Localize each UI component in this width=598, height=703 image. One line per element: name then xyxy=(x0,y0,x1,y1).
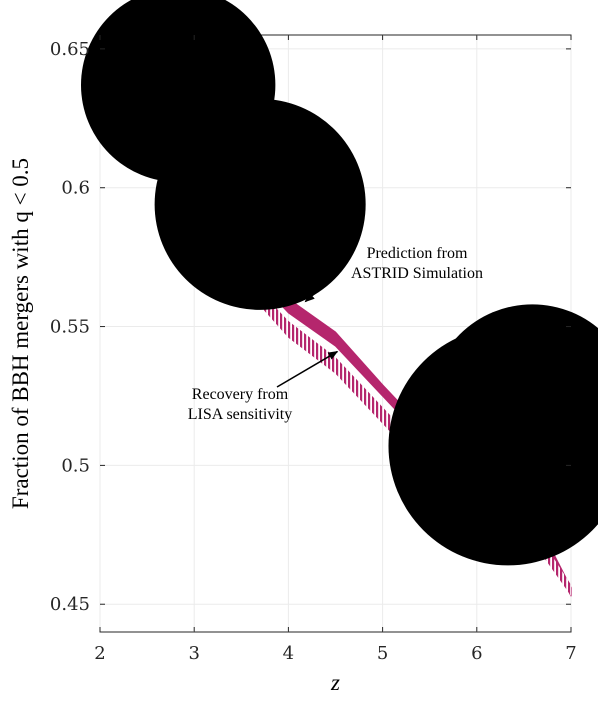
x-tick-label: 5 xyxy=(377,643,388,664)
annotation-recovery: Recovery from LISA sensitivity xyxy=(188,386,292,423)
x-tick-label: 4 xyxy=(283,643,294,664)
tick-labels: 2 3 4 5 6 7 0.45 0.5 0.55 0.6 0.65 xyxy=(50,39,577,664)
x-tick-label: 7 xyxy=(565,643,576,664)
x-tick-label: 2 xyxy=(94,643,105,664)
annotation-line: Recovery from xyxy=(192,386,289,403)
annotation-line: LISA sensitivity xyxy=(188,406,292,423)
bh-secondary-circle-1 xyxy=(231,123,349,241)
annotation-arrow-recovery xyxy=(276,350,339,388)
annotation-line: ASTRID Simulation xyxy=(351,265,483,282)
y-tick-label: 0.65 xyxy=(50,39,90,60)
y-tick-label: 0.5 xyxy=(61,455,90,476)
bh-secondary-circle-2 xyxy=(429,304,598,510)
y-tick-label: 0.55 xyxy=(50,317,90,338)
bh-secondary-circle-0 xyxy=(174,32,236,94)
x-axis-label: z xyxy=(330,670,340,695)
annotation-prediction: Prediction from ASTRID Simulation xyxy=(351,245,483,282)
bh-markers xyxy=(81,0,598,566)
annotation-arrow-prediction xyxy=(304,273,338,303)
annotations: Prediction from ASTRID Simulation Recovery… xyxy=(188,245,483,423)
ticks xyxy=(99,35,572,632)
annotation-line: Prediction from xyxy=(367,245,468,262)
x-tick-label: 3 xyxy=(188,643,199,664)
y-tick-label: 0.6 xyxy=(61,178,90,199)
x-tick-label: 6 xyxy=(471,643,482,664)
y-axis-label: Fraction of BBH mergers with q < 0.5 xyxy=(8,158,33,509)
y-tick-label: 0.45 xyxy=(50,594,90,615)
